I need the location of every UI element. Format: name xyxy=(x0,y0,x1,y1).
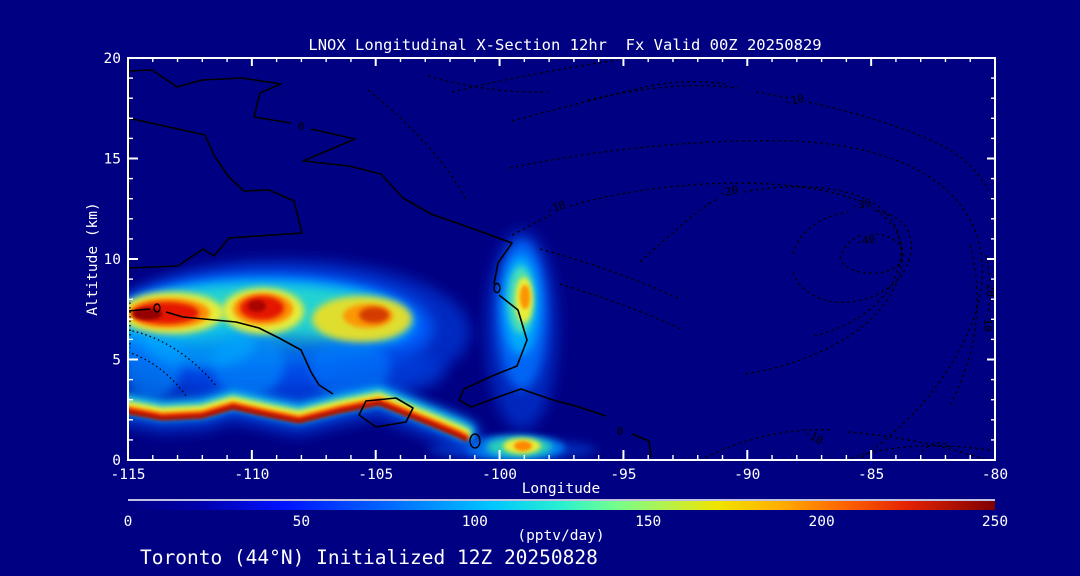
dashed-contour-line xyxy=(427,75,549,93)
solid-contour-line xyxy=(302,128,513,285)
x-tick-label: -85 xyxy=(858,467,884,483)
colorbar-tick-label: 150 xyxy=(635,514,661,530)
contour-label: -10 xyxy=(981,312,994,332)
x-tick-label: -90 xyxy=(734,467,760,483)
dashed-contour-line xyxy=(792,210,913,304)
x-tick-label: -110 xyxy=(234,467,269,483)
dashed-contour-line xyxy=(949,244,978,406)
dashed-contour-line xyxy=(511,182,903,375)
solid-contour-line xyxy=(128,117,303,269)
y-tick-label: 15 xyxy=(104,152,121,168)
streak-layer xyxy=(128,399,469,441)
colorbar-tick-label: 50 xyxy=(293,514,310,530)
contour-label: 0 xyxy=(617,425,624,438)
y-tick-label: 5 xyxy=(112,353,121,369)
dashed-contour-line xyxy=(844,445,991,460)
contour-label: 0 xyxy=(298,120,305,133)
colorbar-units-label: (pptv/day) xyxy=(517,528,604,544)
contour-label: -20 xyxy=(717,183,739,200)
contour-mini-loop xyxy=(153,303,161,313)
solid-contour-line xyxy=(631,433,652,458)
streak-layer xyxy=(128,402,468,442)
dashed-contour-line xyxy=(587,85,989,191)
dashed-contour-line xyxy=(985,254,991,316)
dashed-contour-line xyxy=(559,283,682,330)
solid-contour-line xyxy=(128,69,292,124)
dashed-contour-line xyxy=(639,186,902,337)
contour-label: -30 xyxy=(850,196,872,212)
figure-caption: Toronto (44°N) Initialized 12Z 20250828 xyxy=(140,546,598,569)
heat-blob xyxy=(359,307,389,323)
heat-blob xyxy=(520,285,530,309)
y-tick-label: 0 xyxy=(112,453,121,469)
contour-label: -10 xyxy=(783,92,805,109)
heat-blob xyxy=(248,300,266,312)
dashed-contour-line xyxy=(699,429,986,460)
colorbar-tick-label: 100 xyxy=(462,514,488,530)
x-tick-label: -105 xyxy=(358,467,393,483)
colorbar-tick-label: 250 xyxy=(982,514,1008,530)
dashed-contour-line xyxy=(367,89,467,201)
figure-title: LNOX Longitudinal X-Section 12hr Fx Vali… xyxy=(308,36,821,54)
solid-contour-line xyxy=(128,308,334,395)
colorbar-tick-label: 200 xyxy=(808,514,834,530)
x-tick-label: -95 xyxy=(610,467,636,483)
solid-contour-line xyxy=(458,294,607,417)
contour-label: -10 xyxy=(544,198,567,217)
y-axis-title: Altitude (km) xyxy=(85,202,101,316)
dotted-contour-line xyxy=(128,351,187,397)
x-axis-title: Longitude xyxy=(522,481,601,497)
dotted-contour-line xyxy=(128,329,218,388)
x-tick-label: -115 xyxy=(111,467,146,483)
x-tick-label: -100 xyxy=(482,467,517,483)
x-tick-label: -80 xyxy=(982,467,1008,483)
dashed-contour-line xyxy=(539,248,679,299)
colorbar: 0 50 100 150 200 250 xyxy=(124,499,1008,530)
heat-blob xyxy=(310,338,390,398)
generated-plot-layers: 00-10-10-20-30-40-20-10-10-115 -110 -105 -1… xyxy=(104,51,1009,530)
y-tick-label: 20 xyxy=(104,51,121,67)
colorbar-tick-label: 0 xyxy=(124,514,133,530)
heat-blob xyxy=(514,441,532,451)
contour-label: -20 xyxy=(984,277,997,297)
dashed-contour-line xyxy=(511,80,727,122)
contour-mini-loop xyxy=(493,282,501,294)
colorbar-gradient xyxy=(128,501,995,510)
dashed-contour-line xyxy=(509,140,984,460)
contour-mini-loop xyxy=(469,433,481,449)
contour-layer: 00-10-10-20-30-40-20-10-10 xyxy=(128,59,997,460)
heat-field-layer xyxy=(128,230,597,460)
solid-contour-line xyxy=(358,397,414,428)
contour-label: -40 xyxy=(854,232,876,248)
y-tick-label: 10 xyxy=(104,252,121,268)
